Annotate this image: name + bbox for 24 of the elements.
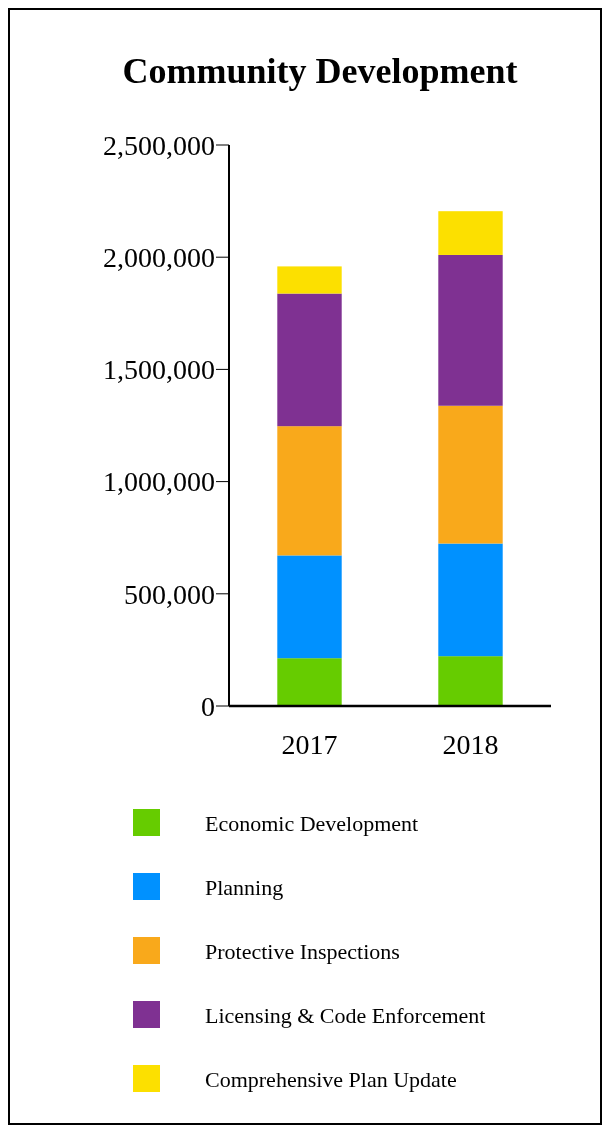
bar bbox=[277, 426, 342, 556]
x-tick-label: 2018 bbox=[442, 729, 499, 760]
x-tick-label: 2017 bbox=[281, 729, 338, 760]
bar bbox=[277, 658, 342, 706]
legend-label: Licensing & Code Enforcement bbox=[205, 1003, 486, 1028]
chart-title: Community Development bbox=[122, 51, 518, 91]
legend-label: Protective Inspections bbox=[205, 939, 400, 964]
bar bbox=[438, 254, 503, 406]
y-tick-label: 2,500,000 bbox=[103, 129, 215, 161]
y-tick-label: 1,000,000 bbox=[103, 466, 215, 498]
bar bbox=[438, 405, 503, 544]
bar bbox=[438, 211, 503, 255]
legend-label: Planning bbox=[205, 875, 284, 900]
bar bbox=[277, 293, 342, 427]
bar bbox=[438, 656, 503, 706]
legend-label: Comprehensive Plan Update bbox=[205, 1067, 457, 1092]
y-tick-label: 2,000,000 bbox=[103, 242, 215, 273]
bar bbox=[438, 543, 503, 657]
y-tick-label: 0 bbox=[201, 690, 215, 722]
bar bbox=[277, 555, 342, 659]
y-tick-label: 1,500,000 bbox=[103, 354, 215, 386]
bar bbox=[277, 266, 342, 294]
y-tick-label: 500,000 bbox=[124, 578, 215, 610]
legend-label: Economic Development bbox=[205, 811, 419, 836]
